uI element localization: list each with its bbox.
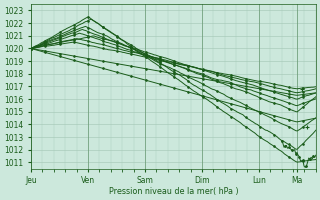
X-axis label: Pression niveau de la mer( hPa ): Pression niveau de la mer( hPa ) <box>108 187 238 196</box>
